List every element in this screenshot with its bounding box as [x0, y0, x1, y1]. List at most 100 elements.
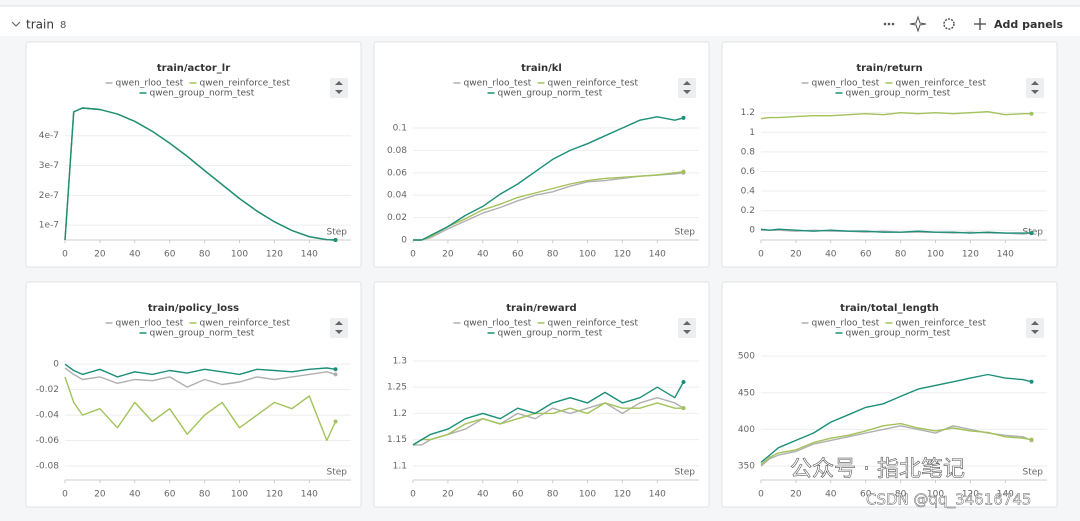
series-line [412, 381, 685, 446]
chart-panel: train/actor_lr 1e-7 2e-7 3e-7 4e-7 0 20 40 60 80 1… [25, 41, 362, 268]
more-icon[interactable] [883, 22, 895, 26]
y-tick-label: 0.8 [741, 147, 756, 157]
x-tick-label: 120 [266, 250, 283, 260]
add-panels-button[interactable]: Add panels [994, 18, 1063, 31]
end-point [333, 419, 338, 424]
end-point [333, 372, 338, 377]
x-tick-label: 60 [164, 250, 176, 260]
x-tick-label: 60 [512, 250, 524, 260]
x-tick-label: 0 [758, 490, 764, 500]
x-tick-label: 0 [410, 490, 416, 500]
y-tick-label: 0.6 [741, 167, 756, 177]
x-tick-label: 0 [410, 250, 416, 260]
legend-label: qwen_group_norm_test [846, 329, 951, 339]
legend-scroll[interactable] [678, 318, 696, 338]
y-tick-label: 3e-7 [39, 161, 59, 171]
end-point [1029, 437, 1034, 442]
x-tick-label: 60 [512, 490, 524, 500]
end-point [1029, 111, 1034, 116]
y-tick-label: 0 [749, 226, 755, 236]
legend-label: qwen_group_norm_test [150, 89, 255, 99]
end-point [681, 406, 686, 411]
x-tick-label: 100 [231, 250, 248, 260]
chart-panel: train/reward 1.1 1.15 1.2 1.25 1.3 0 20 40 60 80 10… [373, 281, 710, 508]
series-line [760, 373, 1032, 463]
end-point [1029, 379, 1034, 384]
x-tick-label: 140 [301, 490, 318, 500]
x-tick-label: 20 [442, 250, 454, 260]
x-tick-label: 60 [164, 490, 176, 500]
y-tick-label: 0.02 [387, 213, 407, 223]
x-tick-label: 20 [790, 490, 802, 500]
y-tick-label: 350 [738, 462, 755, 472]
legend-label: qwen_group_norm_test [150, 329, 255, 339]
end-point [681, 115, 686, 120]
legend-label: qwen_rloo_test [812, 79, 880, 89]
x-tick-label: 60 [860, 250, 872, 260]
chart-panel: train/total_length 350 400 450 500 0 20 40 60 80 1… [721, 281, 1058, 508]
x-axis-label: Step [675, 228, 696, 238]
legend-label: qwen_reinforce_test [200, 79, 291, 89]
series-line [64, 376, 337, 442]
y-tick-label: 500 [738, 352, 755, 362]
legend-label: qwen_reinforce_test [896, 79, 987, 89]
series-line [64, 363, 336, 378]
section-title[interactable]: train [26, 18, 54, 32]
y-tick-label: 0.1 [393, 124, 407, 134]
x-axis-label: Step [327, 468, 348, 478]
legend-scroll[interactable] [1026, 318, 1044, 338]
panel-frame [373, 41, 710, 268]
x-axis-label: Step [327, 228, 348, 238]
legend-scroll[interactable] [330, 78, 348, 98]
x-tick-label: 0 [62, 490, 68, 500]
x-tick-label: 20 [790, 250, 802, 260]
x-tick-label: 40 [129, 250, 141, 260]
x-tick-label: 20 [94, 490, 106, 500]
collapse-chevron[interactable] [11, 21, 21, 27]
add-icon[interactable] [974, 18, 986, 30]
end-point [1029, 231, 1034, 236]
legend-label: qwen_rloo_test [812, 319, 880, 329]
chart-title: train/actor_lr [157, 63, 230, 74]
x-tick-label: 80 [895, 490, 907, 500]
sparkle-icon[interactable] [909, 15, 927, 33]
y-tick-label: -0.08 [36, 462, 60, 472]
x-tick-label: 100 [927, 490, 944, 500]
y-tick-label: 450 [738, 388, 755, 398]
x-tick-label: 120 [962, 490, 979, 500]
x-tick-label: 140 [649, 250, 666, 260]
x-tick-label: 120 [614, 490, 631, 500]
legend-scroll[interactable] [1026, 78, 1044, 98]
legend-scroll[interactable] [330, 318, 348, 338]
chart-title: train/return [856, 63, 922, 74]
scroll-arrows [683, 321, 691, 334]
y-tick-label: 4e-7 [39, 131, 59, 141]
legend-scroll[interactable] [678, 78, 696, 98]
series-line [412, 402, 684, 446]
y-tick-label: 1.25 [387, 383, 407, 393]
x-tick-label: 40 [129, 490, 141, 500]
panel-frame [721, 281, 1058, 508]
chart-title: train/policy_loss [148, 303, 239, 314]
scroll-arrows [335, 321, 343, 334]
chart-panel: train/return 0 0.2 0.4 0.6 0.8 1 1.2 0 20 40 60 80 10… [721, 41, 1058, 268]
chart-title: train/total_length [840, 303, 939, 314]
legend-label: qwen_rloo_test [116, 79, 184, 89]
x-tick-label: 20 [442, 490, 454, 500]
scroll-arrows [335, 81, 343, 94]
x-tick-label: 80 [199, 490, 211, 500]
x-tick-label: 40 [477, 250, 489, 260]
y-tick-label: 0.04 [387, 191, 407, 201]
y-tick-label: 1.3 [393, 356, 407, 366]
y-tick-label: 400 [738, 425, 755, 435]
scroll-arrows [1031, 321, 1039, 334]
legend-label: qwen_rloo_test [464, 319, 532, 329]
x-tick-label: 140 [997, 250, 1014, 260]
legend-label: qwen_reinforce_test [548, 79, 639, 89]
panels: train/actor_lr 1e-7 2e-7 3e-7 4e-7 0 20 40 60 80 1… [25, 41, 1058, 508]
chart-panel: train/policy_loss -0.08 -0.06 -0.04 -0.02 0 0 2… [25, 281, 362, 508]
settings-icon[interactable] [943, 18, 955, 30]
legend-label: qwen_reinforce_test [200, 319, 291, 329]
y-tick-label: -0.04 [36, 411, 60, 421]
y-tick-label: 1.15 [387, 435, 407, 445]
